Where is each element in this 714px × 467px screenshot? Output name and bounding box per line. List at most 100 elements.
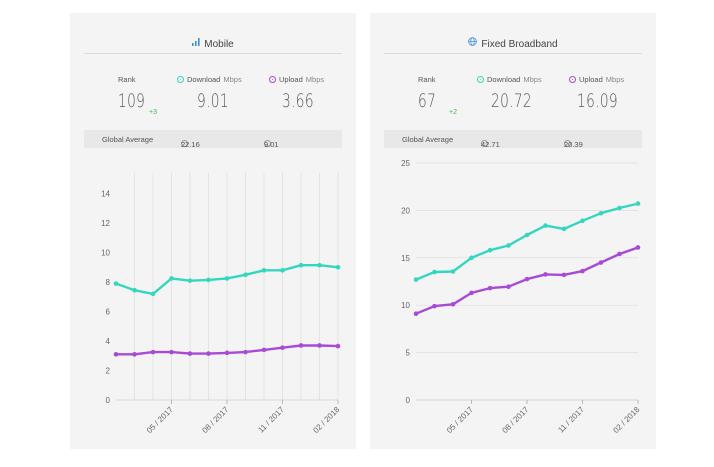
upload-unit: Mbps — [305, 75, 325, 84]
y-tick-label: 6 — [106, 308, 111, 317]
upload-data-point — [524, 276, 530, 282]
download-data-point — [317, 262, 322, 268]
global-upload-value: 20.39 — [564, 140, 583, 149]
upload-data-point — [413, 311, 419, 317]
y-tick-label: 14 — [101, 190, 110, 199]
panel-title-text: Fixed Broadband — [481, 39, 558, 50]
upload-small-icon — [564, 140, 571, 147]
upload-stat: Upload Mbps 16.09 — [569, 75, 634, 112]
download-data-point — [617, 205, 622, 211]
upload-data-point — [469, 290, 474, 296]
y-tick-label: 0 — [106, 396, 111, 405]
upload-data-point — [169, 349, 174, 355]
y-tick-label: 15 — [401, 254, 410, 263]
upload-data-point — [224, 350, 230, 356]
upload-data-point — [335, 343, 341, 349]
upload-data-point — [598, 260, 604, 265]
panel-title: Fixed Broadband — [370, 37, 656, 50]
download-label: Download — [187, 75, 221, 84]
download-data-point — [506, 243, 511, 248]
download-data-point — [561, 226, 567, 232]
y-tick-label: 25 — [401, 159, 410, 168]
upload-data-point — [243, 349, 248, 355]
download-data-point — [261, 268, 267, 273]
upload-data-point — [113, 352, 119, 357]
download-data-point — [543, 223, 548, 228]
y-tick-label: 2 — [106, 367, 111, 376]
global-upload-value: 9.01 — [264, 140, 279, 149]
globe-icon — [468, 37, 478, 49]
upload-stat: Upload Mbps 3.66 — [269, 75, 326, 112]
signal-bars-icon — [192, 37, 200, 49]
upload-data-point — [635, 245, 641, 250]
x-tick-label: 11 / 2017 — [256, 405, 286, 435]
download-label: Download — [487, 75, 521, 84]
x-tick-label: 08 / 2017 — [200, 405, 230, 435]
download-data-point — [524, 232, 530, 238]
global-download-value: 22.16 — [181, 140, 200, 149]
upload-data-point — [506, 284, 511, 290]
download-icon — [477, 76, 484, 83]
download-unit: Mbps — [523, 75, 542, 84]
download-data-point — [206, 277, 211, 283]
y-tick-label: 20 — [401, 206, 410, 215]
upload-data-point — [261, 347, 267, 353]
upload-icon — [269, 76, 276, 83]
global-download-value: 42.71 — [481, 140, 500, 149]
y-tick-label: 10 — [101, 249, 110, 258]
upload-data-point — [543, 272, 548, 277]
x-tick-label: 08 / 2017 — [500, 405, 530, 435]
rank-value: 67 — [418, 90, 437, 112]
upload-label: Upload — [579, 75, 603, 84]
mobile-panel: Mobile Rank 109 +3 Download Mbps 9.01 Upl… — [70, 13, 356, 449]
rank-change: +2 — [449, 109, 457, 116]
y-tick-label: 4 — [106, 337, 111, 346]
download-value: 9.01 — [197, 90, 229, 112]
upload-data-point — [450, 301, 456, 307]
download-small-icon — [181, 140, 188, 147]
upload-data-point — [298, 343, 304, 348]
download-data-point — [413, 277, 419, 282]
download-data-point — [243, 272, 248, 278]
download-data-point — [487, 247, 493, 253]
download-data-point — [132, 287, 137, 293]
x-tick-label: 02 / 2018 — [311, 405, 341, 435]
download-data-point — [113, 281, 119, 286]
divider — [384, 53, 642, 54]
download-data-point — [598, 210, 604, 216]
x-tick-label: 02 / 2018 — [611, 405, 641, 435]
y-tick-label: 10 — [401, 301, 410, 310]
upload-data-point — [187, 351, 193, 356]
download-data-point — [187, 278, 193, 283]
y-tick-label: 8 — [106, 278, 111, 287]
download-data-point — [224, 276, 230, 281]
y-tick-label: 12 — [101, 219, 110, 228]
download-data-point — [635, 201, 641, 206]
upload-data-point — [317, 343, 322, 348]
upload-data-point — [487, 285, 493, 291]
upload-data-point — [432, 303, 437, 309]
upload-unit: Mbps — [605, 75, 625, 84]
download-data-point — [335, 264, 341, 270]
mobile-speed-chart: 0 2 4 6 8 10 12 14 05 / 2017 08 / 2017 11 / 2017 02… — [101, 173, 342, 435]
download-data-point — [469, 255, 474, 261]
y-tick-label: 0 — [406, 396, 411, 405]
rank-stat: Rank 67 +2 — [418, 75, 457, 116]
global-average-label: Global Average — [102, 135, 154, 144]
upload-label: Upload — [279, 75, 303, 84]
download-series-line — [415, 202, 639, 281]
upload-data-point — [580, 268, 585, 274]
y-tick-label: 5 — [406, 349, 411, 358]
fixed-broadband-panel: Fixed Broadband Rank 67 +2 Download Mbps … — [370, 13, 656, 449]
x-tick-label: 05 / 2017 — [145, 405, 175, 435]
download-data-point — [432, 269, 437, 275]
download-value: 20.72 — [491, 90, 532, 112]
upload-data-point — [617, 251, 622, 257]
panel-title: Mobile — [70, 37, 356, 50]
upload-data-point — [132, 352, 137, 357]
download-data-point — [169, 276, 174, 281]
download-data-point — [580, 218, 585, 224]
global-average-bar: Global Average 22.16 9.01 — [84, 130, 342, 149]
panel-title-text: Mobile — [204, 39, 234, 50]
rank-change: +3 — [149, 109, 157, 116]
